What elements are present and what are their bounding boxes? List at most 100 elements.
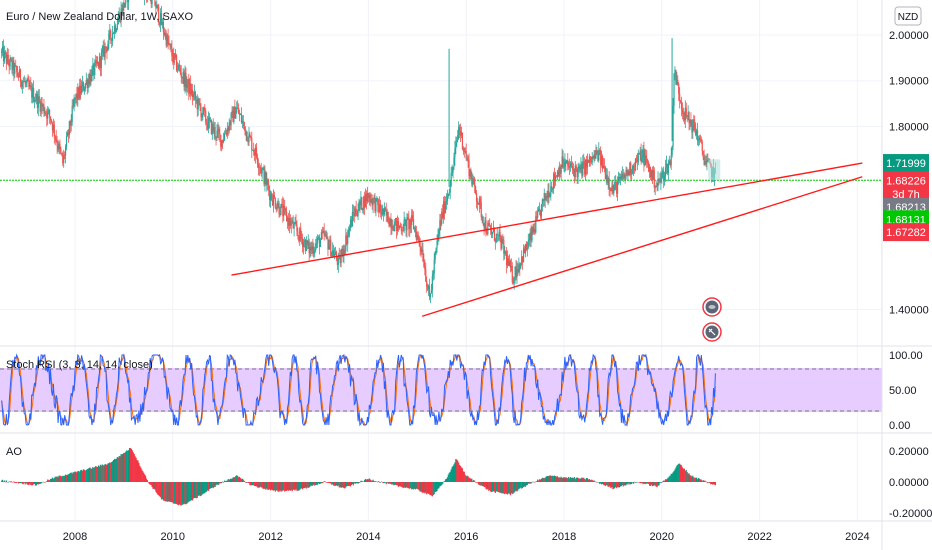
ao-bar [513, 482, 515, 493]
ao-bar [526, 482, 528, 485]
ao-bar [553, 475, 556, 482]
price-candle [467, 158, 469, 160]
ao-bar [629, 482, 631, 485]
price-candle [280, 203, 282, 216]
ao-bar [380, 481, 383, 483]
price-axis[interactable]: 2.000001.900001.800001.40000100.0050.000… [889, 30, 932, 520]
ao-bar [239, 478, 242, 482]
ao-bar [18, 482, 21, 484]
ao-bar [470, 478, 472, 482]
ao-bar [697, 478, 700, 482]
ao-bar [519, 482, 521, 489]
price-candle [114, 25, 117, 32]
price-candle [511, 265, 513, 283]
price-candle [197, 98, 199, 110]
price-candle [80, 86, 83, 94]
ao-bar [390, 482, 392, 485]
ao-bar [257, 482, 259, 488]
price-candle [225, 133, 228, 135]
ao-bar [483, 482, 485, 487]
ao-bar [211, 482, 213, 488]
price-candle [290, 222, 292, 226]
price-candle [234, 106, 236, 119]
ao-bar [42, 481, 44, 483]
ao-bar [682, 468, 685, 482]
ao-bar [131, 450, 133, 482]
ao-bar [19, 482, 22, 484]
price-candle [692, 119, 694, 133]
price-candle [281, 203, 283, 205]
ao-bar [630, 482, 632, 485]
ao-bar [341, 482, 343, 488]
ao-bar [507, 482, 510, 494]
ao-bar [148, 482, 150, 485]
ao-bar [143, 472, 145, 482]
price-candle [221, 140, 223, 147]
price-candle [383, 207, 385, 215]
price-candle [175, 55, 177, 58]
ao-bar [659, 482, 661, 484]
y-tick-label: 1.80000 [889, 121, 929, 133]
ao-bar [377, 481, 379, 483]
ao-bar [345, 482, 347, 488]
ao-bar [2, 481, 5, 483]
price-candle [56, 140, 58, 146]
ao-bar [441, 482, 443, 486]
ao-bar [268, 482, 270, 490]
time-axis[interactable]: 2008 2010 2012 2014 2016 2018 2020 2022 2024 [63, 531, 870, 543]
ao-bar [33, 482, 36, 485]
ao-bar [264, 482, 266, 490]
price-candle [169, 44, 171, 46]
ao-bar [168, 482, 170, 502]
currency-button[interactable]: NZD [894, 6, 922, 26]
price-candle [191, 89, 194, 98]
price-candle [572, 169, 575, 171]
price-candle [306, 239, 308, 245]
ao-bar [39, 482, 41, 484]
price-candle [288, 218, 291, 226]
price-candle [360, 197, 362, 206]
ao-bar [157, 482, 159, 495]
price-candle [613, 189, 615, 194]
price-candle [264, 172, 266, 184]
price-candle [213, 127, 215, 132]
price-candle [423, 261, 425, 267]
price-candle [443, 201, 445, 218]
eye-icon[interactable] [702, 297, 722, 317]
ao-bar [110, 462, 112, 482]
price-candle [104, 46, 106, 58]
ao-bar [597, 482, 599, 483]
price-candle [540, 204, 543, 217]
ao-bar [689, 475, 691, 482]
ao-bar [523, 482, 526, 487]
price-candle [634, 158, 637, 171]
trendlines[interactable] [231, 162, 863, 317]
price-candle [342, 248, 344, 257]
price-candle [65, 136, 68, 147]
ao-bar [400, 482, 402, 487]
price-candle [49, 116, 52, 120]
ao-bar [712, 482, 715, 485]
price-candle [274, 198, 276, 208]
price-candle [348, 229, 350, 235]
ao-title: AO [6, 446, 22, 458]
price-candle [385, 210, 387, 216]
price-candle [110, 30, 112, 38]
ao-bar [80, 469, 83, 482]
price-candle [339, 255, 341, 264]
price-candle [362, 208, 364, 210]
price-candle [680, 100, 682, 102]
price-candle [529, 232, 531, 240]
ao-bar [205, 482, 207, 493]
ao-bar [701, 480, 703, 482]
price-candle [66, 132, 69, 137]
price-candle [364, 193, 367, 208]
pin-icon[interactable] [702, 322, 722, 342]
price-candle [493, 228, 496, 241]
ao-bar [55, 476, 57, 482]
y-tick-label: 2.00000 [889, 30, 929, 42]
price-candle [25, 82, 27, 84]
price-candle [513, 278, 515, 284]
price-candle [218, 128, 220, 133]
